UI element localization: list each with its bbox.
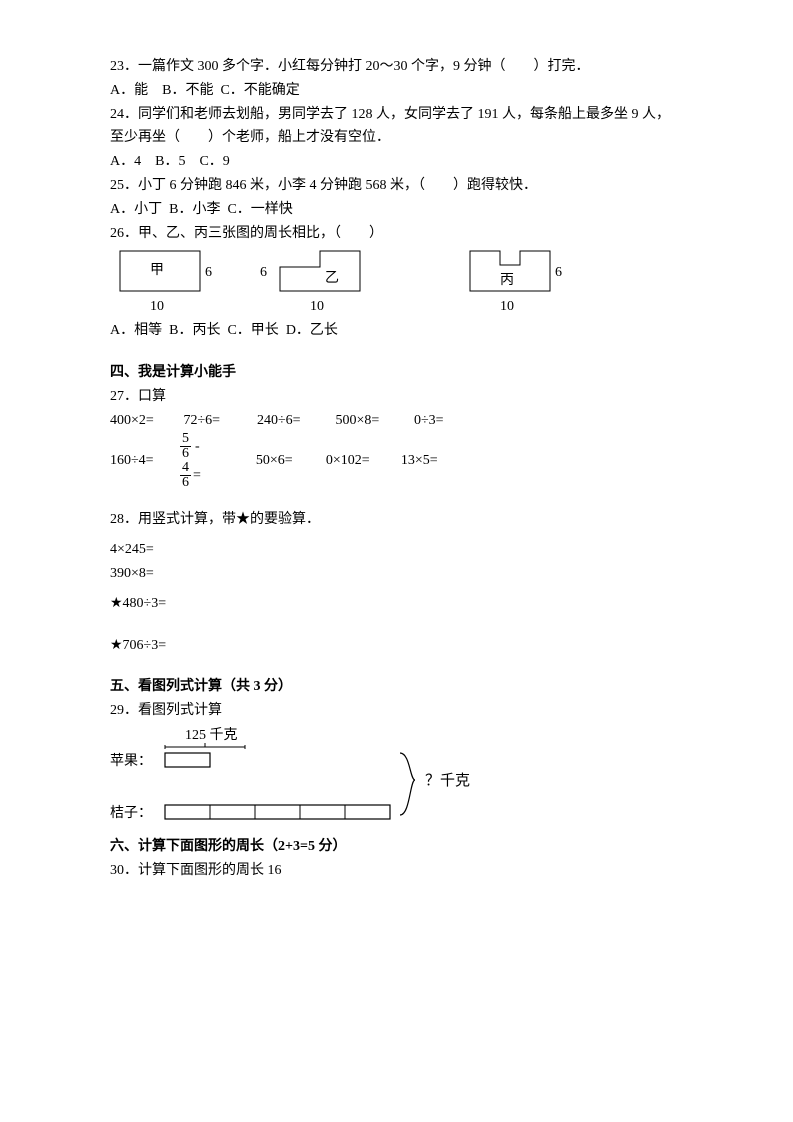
- q23-options: A．能 B．不能 C．不能确定: [110, 79, 683, 103]
- q26-options: A．相等 B．丙长 C．甲长 D．乙长: [110, 319, 683, 343]
- q28-d: ★706÷3=: [110, 634, 683, 658]
- shape-jia-6: 6: [205, 261, 212, 285]
- frac-bot-d: 6: [180, 476, 191, 490]
- q26-opt-a: A．相等: [110, 323, 162, 338]
- q27-r1a: 400×2=: [110, 409, 180, 433]
- shape-bing-6: 6: [555, 261, 562, 285]
- q26-opt-d: D．乙长: [286, 323, 338, 338]
- section6-title: 六、计算下面图形的周长（2+3=5 分）: [110, 835, 683, 859]
- q26-opt-b: B．丙长: [169, 323, 220, 338]
- q26-shapes: 甲 6 6 乙 丙 6: [110, 249, 683, 293]
- frac-4-6: 4 6: [180, 461, 191, 490]
- q29-diagram: 125 千克 苹果： ？千克 桔子：: [110, 725, 490, 835]
- q27-r1b: 72÷6=: [184, 409, 254, 433]
- q25-opt-a: A．小丁: [110, 202, 162, 217]
- q27-r1d: 500×8=: [336, 409, 411, 433]
- q24-options: A．4 B．5 C．9: [110, 150, 683, 174]
- q23-text: 23．一篇作文 300 多个字．小红每分钟打 20～30 个字，9 分钟（ ）打…: [110, 55, 683, 79]
- q25-opt-c: C．一样快: [227, 202, 292, 217]
- q24-opt-a: A．4: [110, 154, 141, 169]
- shape-jia-label: 甲: [150, 259, 164, 283]
- base10-3: 10: [430, 295, 620, 319]
- q24-opt-c: C．9: [199, 154, 229, 169]
- q27-r2d: 0×102=: [326, 449, 401, 473]
- q28-a: 4×245=: [110, 538, 683, 562]
- shape-bing-label: 丙: [500, 269, 514, 293]
- q25-opt-b: B．小李: [169, 202, 220, 217]
- q29-apple: 苹果：: [110, 753, 152, 769]
- q24-line2: 至少再坐（ ）个老师，船上才没有空位．: [110, 126, 683, 150]
- frac-minus: -: [195, 435, 200, 459]
- q25-text: 25．小丁 6 分钟跑 846 米，小李 4 分钟跑 568 米，（ ）跑得较快…: [110, 174, 683, 198]
- shape-yi-svg: [270, 249, 370, 293]
- q28-title: 28．用竖式计算，带★的要验算．: [110, 508, 683, 532]
- frac-eq: =: [193, 464, 201, 488]
- q27-r2c: 50×6=: [256, 449, 326, 473]
- shape-yi: 6 乙: [270, 249, 390, 293]
- frac-5-6: 5 6: [180, 432, 191, 461]
- base10-1: 10: [110, 295, 270, 319]
- q26-base-labels: 10 10 10: [110, 295, 683, 319]
- shape-yi-label: 乙: [325, 267, 339, 291]
- frac-top-d: 6: [180, 447, 191, 461]
- q27-row2: 160÷4= 5 6 - 4 6 = 50×6= 0×102= 13×5=: [110, 432, 683, 490]
- shape-bing: 丙 6: [460, 249, 580, 293]
- q30-text: 30．计算下面图形的周长 16: [110, 859, 683, 883]
- shape-yi-6: 6: [260, 261, 267, 285]
- frac-top-n: 5: [180, 432, 191, 447]
- q27-frac-group: 5 6 - 4 6 =: [180, 432, 201, 490]
- q23-opt-a: A．能: [110, 83, 148, 98]
- frac-bot-n: 4: [180, 461, 191, 476]
- q27-title: 27．口算: [110, 385, 683, 409]
- q29-orange: 桔子：: [110, 805, 152, 821]
- section5-title: 五、看图列式计算（共 3 分）: [110, 675, 683, 699]
- q27-r2e: 13×5=: [401, 449, 438, 473]
- q28-b: 390×8=: [110, 562, 683, 586]
- q27-r1c: 240÷6=: [257, 409, 332, 433]
- q29-title: 29．看图列式计算: [110, 699, 683, 723]
- q27-r1e: 0÷3=: [414, 409, 444, 433]
- section4-title: 四、我是计算小能手: [110, 361, 683, 385]
- q23-opt-c: C．不能确定: [220, 83, 299, 98]
- q26-opt-c: C．甲长: [227, 323, 278, 338]
- q29-qkg: ？千克: [425, 772, 470, 789]
- shape-jia: 甲 6: [110, 249, 230, 293]
- q24-line1: 24．同学们和老师去划船，男同学去了 128 人，女同学去了 191 人，每条船…: [110, 103, 683, 127]
- q27-row1: 400×2= 72÷6= 240÷6= 500×8= 0÷3=: [110, 409, 683, 433]
- q28-c: ★480÷3=: [110, 592, 683, 616]
- exam-page: 23．一篇作文 300 多个字．小红每分钟打 20～30 个字，9 分钟（ ）打…: [0, 0, 793, 923]
- q25-options: A．小丁 B．小李 C．一样快: [110, 198, 683, 222]
- q24-opt-b: B．5: [155, 154, 185, 169]
- base10-2: 10: [270, 295, 430, 319]
- q23-opt-b: B．不能: [162, 83, 213, 98]
- q29-125: 125 千克: [185, 727, 238, 743]
- q27-r2a: 160÷4=: [110, 449, 180, 473]
- q26-text: 26．甲、乙、丙三张图的周长相比，（ ）: [110, 222, 683, 246]
